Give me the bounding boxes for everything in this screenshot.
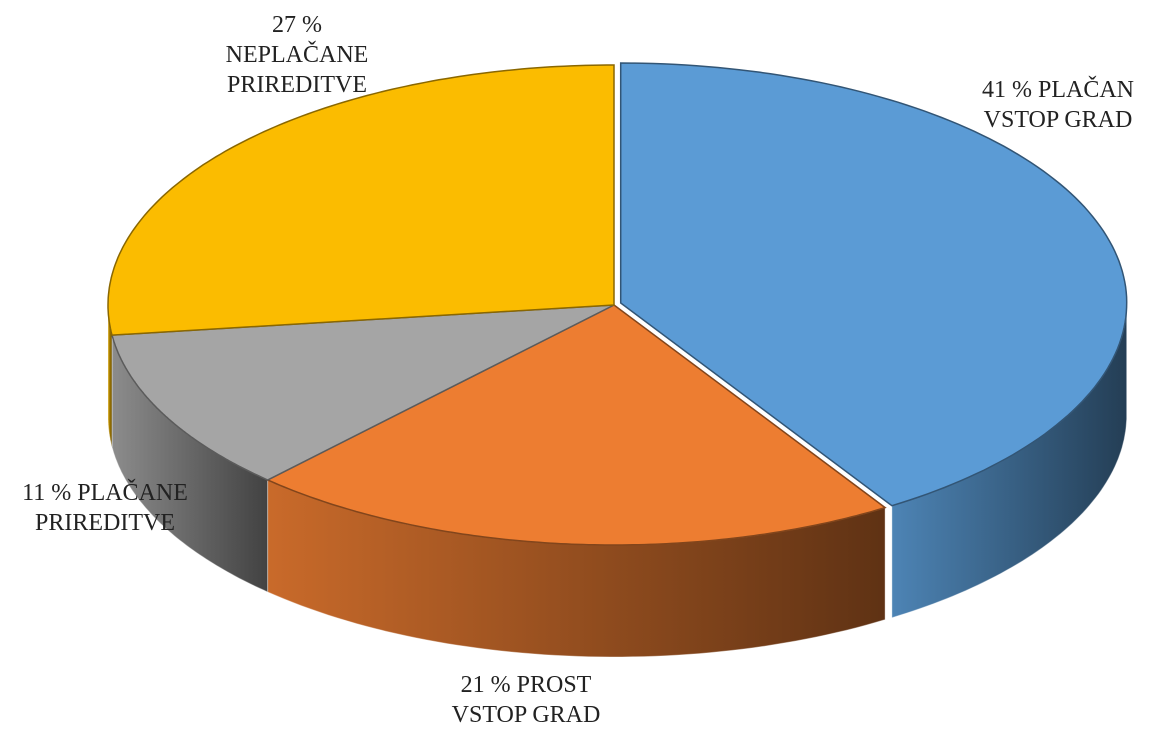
value-label: 41 % bbox=[981, 77, 1032, 103]
category-label: PROST VSTOP GRAD bbox=[451, 672, 601, 728]
category-label: PLAČANE PRIREDITVE bbox=[35, 480, 188, 536]
value-label: 27 % bbox=[272, 12, 322, 38]
slice bbox=[619, 62, 1128, 507]
data-label: 11 % PLAČANE PRIREDITVE bbox=[0, 478, 210, 538]
value-label: 11 % bbox=[22, 480, 72, 506]
slice bbox=[111, 304, 615, 481]
data-label: 21 % PROST VSTOP GRAD bbox=[421, 670, 631, 730]
slice bbox=[107, 64, 615, 336]
slice bbox=[265, 304, 887, 546]
data-label: 41 % PLAČAN VSTOP GRAD bbox=[953, 75, 1151, 135]
category-label: NEPLAČANE PRIREDITVE bbox=[225, 42, 369, 98]
category-label: PLAČAN VSTOP GRAD bbox=[983, 77, 1134, 133]
data-label: 27 % NEPLAČANE PRIREDITVE bbox=[212, 10, 382, 100]
value-label: 21 % bbox=[460, 672, 511, 698]
